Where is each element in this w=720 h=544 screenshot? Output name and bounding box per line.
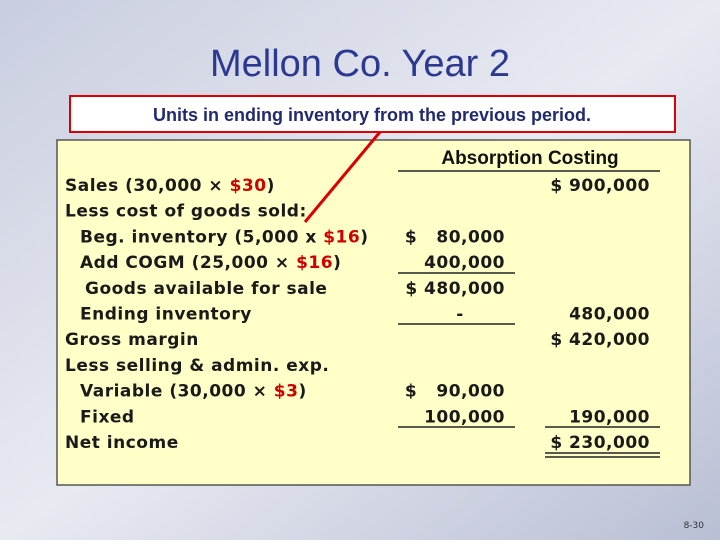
label-text: Less selling & admin. exp. xyxy=(65,356,329,376)
amount: 400,000 xyxy=(424,253,505,273)
callout: Units in ending inventory from the previ… xyxy=(153,105,591,125)
amount: 190,000 xyxy=(569,407,650,427)
label-text: ) xyxy=(267,176,275,196)
callout-arrow xyxy=(303,131,382,223)
amount: - xyxy=(456,305,464,325)
label-text: Variable (30,000 × xyxy=(80,382,274,402)
row-label: Net income xyxy=(65,433,179,453)
label-text: Sales (30,000 × xyxy=(65,176,230,196)
amount: 480,000 xyxy=(569,305,650,325)
label-text: ) xyxy=(360,227,368,247)
amount: $ 480,000 xyxy=(405,279,505,299)
row-label: Beg. inventory (5,000 x $16) xyxy=(80,227,369,247)
amount: $ 230,000 xyxy=(550,433,650,453)
amount: $ 90,000 xyxy=(405,382,505,402)
label-text: ) xyxy=(298,382,306,402)
row-label: Fixed xyxy=(80,407,135,427)
amount: $ 900,000 xyxy=(550,176,650,196)
row-label: Less selling & admin. exp. xyxy=(65,356,329,376)
label-text: Net income xyxy=(65,433,179,453)
row-label: Gross margin xyxy=(65,330,199,350)
page-number: 8-30 xyxy=(684,521,705,531)
row-label: Less cost of goods sold: xyxy=(65,202,307,222)
label-text: Less cost of goods sold: xyxy=(65,202,307,222)
unit-cost: $3 xyxy=(274,382,299,402)
row-label: Variable (30,000 × $3) xyxy=(80,382,307,402)
amount: $ 80,000 xyxy=(405,227,505,247)
row-label: Goods available for sale xyxy=(85,279,327,299)
label-text: Gross margin xyxy=(65,330,199,350)
unit-cost: $16 xyxy=(323,227,360,247)
unit-cost: $30 xyxy=(230,176,267,196)
label-text: Goods available for sale xyxy=(85,279,327,299)
label-text: Add COGM (25,000 × xyxy=(80,253,296,273)
callout-box xyxy=(69,95,676,133)
row-label: Sales (30,000 × $30) xyxy=(65,176,275,196)
amount: 100,000 xyxy=(424,407,505,427)
column-heading: Absorption Costing xyxy=(441,148,618,169)
amount: $ 420,000 xyxy=(550,330,650,350)
label-text: Beg. inventory (5,000 x xyxy=(80,227,323,247)
label-text: Ending inventory xyxy=(80,305,252,325)
row-label: Add COGM (25,000 × $16) xyxy=(80,253,341,273)
label-text: ) xyxy=(333,253,341,273)
row-label: Ending inventory xyxy=(80,305,252,325)
title: Mellon Co. Year 2 xyxy=(210,43,510,85)
unit-cost: $16 xyxy=(296,253,333,273)
label-text: Fixed xyxy=(80,407,135,427)
